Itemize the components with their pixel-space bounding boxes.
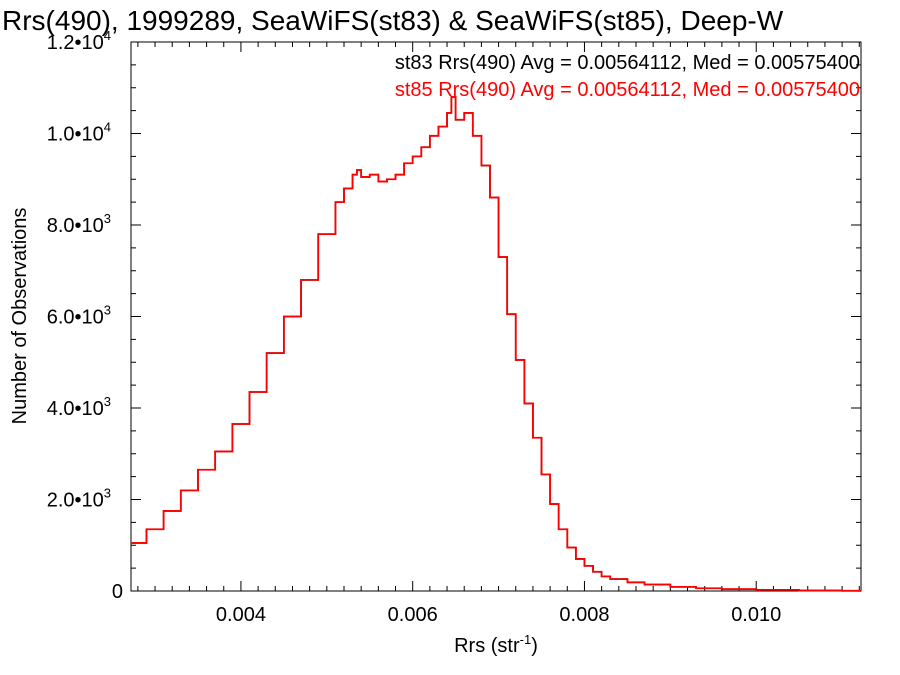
x-tick-label: 0.004	[216, 604, 266, 626]
y-tick-label: 4.0•103	[47, 394, 111, 420]
y-tick-label: 1.2•104	[47, 28, 111, 54]
y-tick-label: 6.0•103	[47, 303, 111, 329]
x-tick-label: 0.010	[731, 604, 781, 626]
chart-title: Rrs(490), 1999289, SeaWiFS(st83) & SeaWi…	[2, 5, 784, 36]
y-tick-label: 0	[112, 581, 123, 603]
x-axis-label-exponent: -1	[520, 632, 532, 647]
x-axis-ticks: 0.004 0.006 0.008 0.010	[137, 42, 860, 626]
series-st85-line	[131, 96, 861, 592]
plot-frame	[130, 41, 862, 592]
plot-border	[130, 41, 862, 592]
annotation-st85: st85 Rrs(490) Avg = 0.00564112, Med = 0.…	[395, 79, 860, 101]
x-tick-label: 0.008	[559, 604, 609, 626]
y-tick-label: 8.0•103	[47, 211, 111, 237]
annotation-st83: st83 Rrs(490) Avg = 0.00564112, Med = 0.…	[395, 52, 860, 74]
series-layer	[131, 96, 861, 592]
series-st83-line	[131, 96, 861, 592]
x-axis-label: Rrs (str-1)	[454, 632, 538, 657]
x-tick-label: 0.006	[388, 604, 438, 626]
y-axis-ticks: 0 2.0•103 4.0•103 6.0•103 8.0•103 1.0•104 1.2•…	[47, 28, 861, 603]
y-tick-label: 1.0•104	[47, 120, 111, 146]
y-axis-label: Number of Observations	[9, 208, 31, 425]
y-tick-label: 2.0•103	[47, 486, 111, 512]
